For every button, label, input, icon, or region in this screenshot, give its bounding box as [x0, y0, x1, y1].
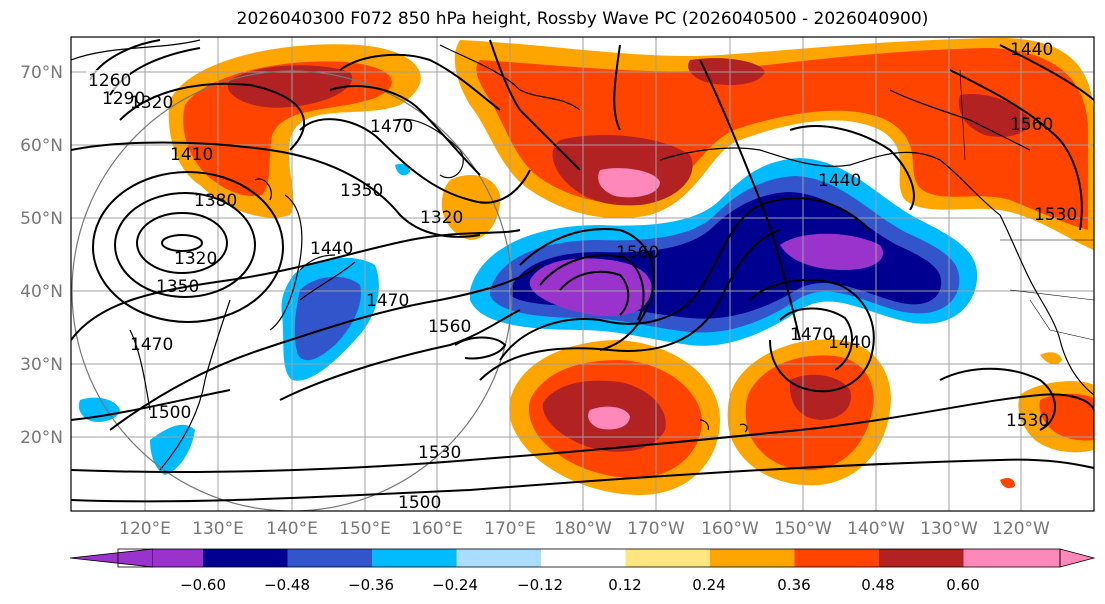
height-contours — [71, 39, 1094, 503]
contour-label: 1350 — [156, 277, 199, 297]
contour-label: 1440 — [1010, 40, 1053, 60]
contour-labels: 1260 1290 1320 1410 1380 1320 1350 1470 … — [86, 40, 1077, 513]
latitude-labels: 70°N 60°N 50°N 40°N 30°N 20°N — [20, 63, 63, 448]
colorbar-tick-label: 0.36 — [777, 576, 810, 594]
colorbar-extend-low — [69, 548, 154, 568]
lon-label: 130°W — [920, 519, 978, 539]
lon-label: 180°W — [554, 519, 612, 539]
colorbar-tick-label: 0.24 — [692, 576, 725, 594]
map-content — [71, 37, 1094, 511]
lon-label: 160°E — [411, 519, 463, 539]
contour-label: 1470 — [790, 325, 833, 345]
colorbar-segment — [710, 549, 795, 567]
colorbar-tick-label: 0.60 — [946, 576, 979, 594]
lon-label: 140°E — [266, 519, 318, 539]
contour-label: 1530 — [1034, 205, 1077, 225]
colorbar-ticks: −0.60 −0.48 −0.36 −0.24 −0.12 0.12 0.24 … — [180, 576, 980, 594]
lon-label: 160°W — [701, 519, 759, 539]
contour-label: 1440 — [828, 333, 871, 353]
colorbar-segment — [203, 549, 288, 567]
colorbar-segment — [625, 549, 710, 567]
contour-label: 1530 — [418, 443, 461, 463]
contour-label: 1530 — [1006, 411, 1049, 431]
colorbar-extend-high — [1059, 548, 1096, 568]
borders — [959, 69, 1094, 341]
lat-label: 20°N — [20, 428, 63, 448]
lon-label: 150°W — [774, 519, 832, 539]
map-title: 2026040300 F072 850 hPa height, Rossby W… — [236, 9, 929, 29]
colorbar-tick-label: −0.36 — [348, 576, 394, 594]
lon-label: 140°W — [847, 519, 905, 539]
colorbar-segment — [372, 549, 457, 567]
lat-label: 70°N — [20, 63, 63, 83]
graticule — [71, 37, 1094, 511]
longitude-labels: 120°E 130°E 140°E 150°E 160°E 170°E 180°… — [119, 519, 1050, 539]
contour-label: 1440 — [310, 239, 353, 259]
contour-label: 1380 — [194, 191, 237, 211]
lon-label: 120°E — [119, 519, 171, 539]
contour-label: 1320 — [420, 208, 463, 228]
contour-label: 1470 — [370, 117, 413, 137]
contour-label: 1500 — [398, 493, 441, 513]
colorbar-segment — [153, 549, 203, 567]
contour-label: 1260 — [88, 71, 131, 91]
colorbar-segment — [963, 549, 1060, 567]
colorbar-outline — [117, 548, 1061, 568]
lon-label: 170°E — [484, 519, 536, 539]
contour-label: 1290 — [102, 89, 145, 109]
colorbar-segment — [794, 549, 879, 567]
colorbar-tick-label: −0.12 — [517, 576, 563, 594]
lat-label: 50°N — [20, 209, 63, 229]
colorbar-segment — [456, 549, 541, 567]
contour-label: 1320 — [130, 93, 173, 113]
contour-label: 1470 — [130, 335, 173, 355]
lon-label: 170°W — [627, 519, 685, 539]
colorbar — [69, 548, 1096, 568]
contour-label: 1350 — [340, 181, 383, 201]
colorbar-tick-label: −0.24 — [432, 576, 478, 594]
colorbar-segment — [287, 549, 372, 567]
lat-label: 30°N — [20, 355, 63, 375]
lat-label: 60°N — [20, 136, 63, 156]
contour-label: 1560 — [1010, 115, 1053, 135]
map-frame — [70, 36, 1095, 512]
colorbar-segment — [879, 549, 964, 567]
colorbar-tick-label: 0.48 — [861, 576, 894, 594]
coastlines — [71, 39, 1094, 471]
contour-label: 1560 — [428, 317, 471, 337]
great-circle — [71, 70, 513, 511]
contour-label: 1320 — [174, 249, 217, 269]
contour-label: 1500 — [148, 403, 191, 423]
contour-label: 1440 — [818, 171, 861, 191]
colorbar-tick-label: −0.60 — [180, 576, 226, 594]
negative-anomaly-fill — [78, 158, 978, 475]
colorbar-tick-label: −0.48 — [264, 576, 310, 594]
lat-label: 40°N — [20, 282, 63, 302]
colorbar-tick-label: 0.12 — [608, 576, 641, 594]
contour-label: 1410 — [170, 145, 213, 165]
lon-label: 150°E — [339, 519, 391, 539]
colorbar-segment — [541, 549, 626, 567]
lon-label: 130°E — [192, 519, 244, 539]
contour-label: 1560 — [616, 243, 659, 263]
lon-label: 120°W — [992, 519, 1050, 539]
contour-label: 1470 — [366, 291, 409, 311]
